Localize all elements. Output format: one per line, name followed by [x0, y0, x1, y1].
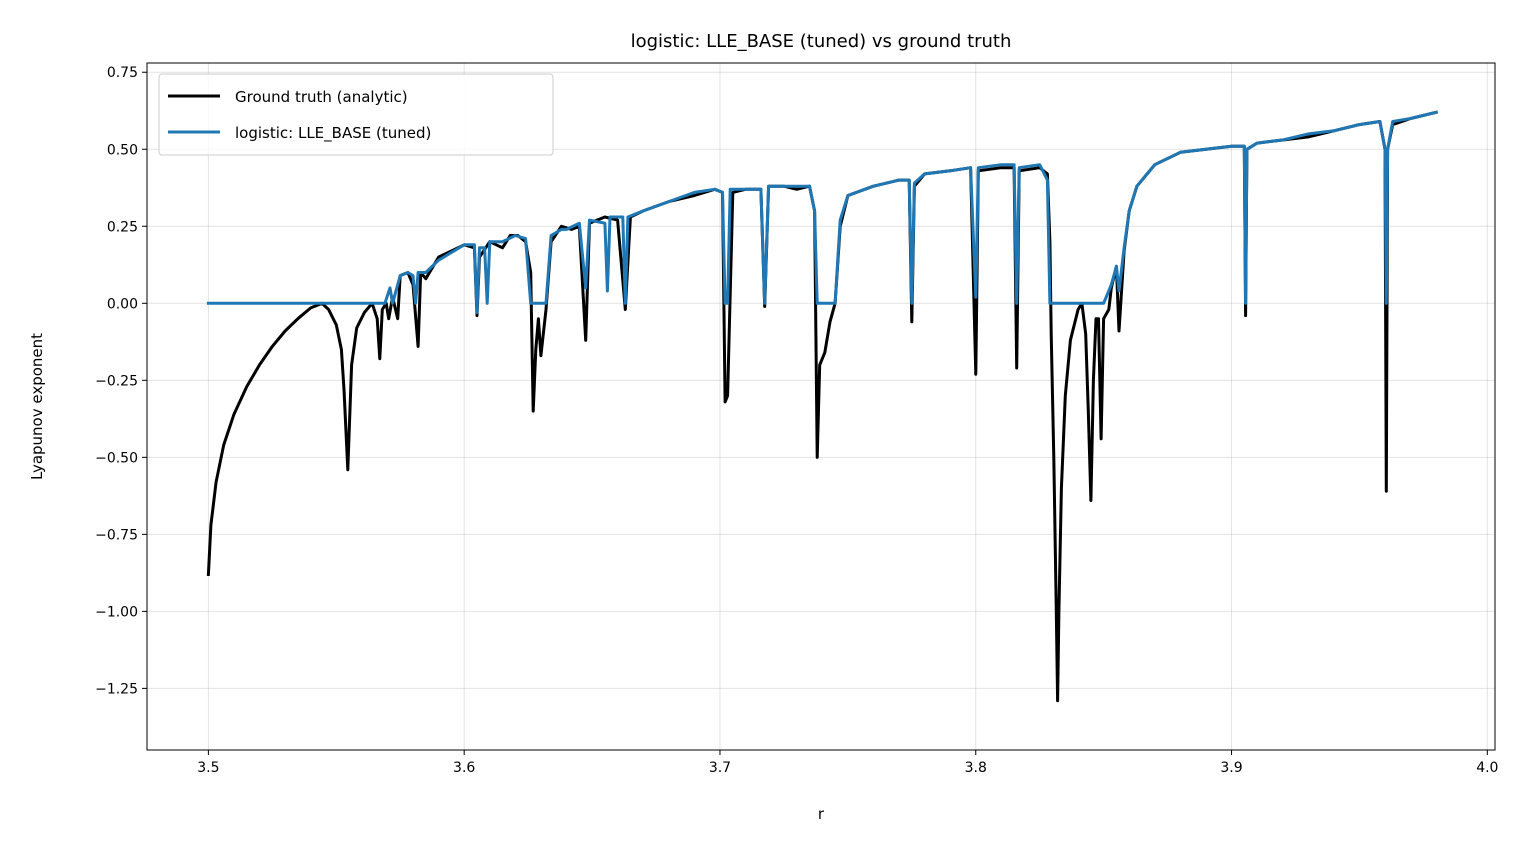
plot-frame: [146, 62, 1496, 751]
legend-box: [158, 73, 554, 156]
y-tick-label: 0.00: [107, 296, 138, 312]
series-layer: [206, 110, 1439, 703]
y-tick-label: −0.50: [95, 450, 138, 466]
legend-label-ground-truth: Ground truth (analytic): [235, 88, 408, 106]
y-tick-label: −1.00: [95, 604, 138, 620]
x-axis: 3.5 3.6 3.7 3.8 3.9 4.0: [197, 750, 1498, 776]
legend: Ground truth (analytic) logistic: LLE_BA…: [158, 73, 554, 156]
x-axis-label: r: [818, 805, 825, 823]
x-tick-label: 3.6: [453, 760, 475, 776]
chart-title: logistic: LLE_BASE (tuned) vs ground tru…: [631, 31, 1012, 52]
x-tick-label: 3.9: [1220, 760, 1242, 776]
y-tick-label: 0.25: [107, 219, 138, 235]
x-tick-label: 3.7: [709, 760, 731, 776]
series-line-lle-base: [206, 110, 1439, 314]
y-axis: 0.75 0.50 0.25 0.00 −0.25 −0.50 −0.75 −1.00 −1.2…: [95, 65, 147, 697]
y-tick-label: −1.25: [95, 681, 138, 697]
y-tick-label: 0.50: [107, 142, 138, 158]
y-tick-label: 0.75: [107, 65, 138, 81]
x-tick-label: 3.8: [965, 760, 987, 776]
x-tick-label: 3.5: [197, 760, 219, 776]
y-axis-label: Lyapunov exponent: [28, 333, 46, 480]
y-tick-label: −0.75: [95, 527, 138, 543]
x-tick-label: 4.0: [1476, 760, 1498, 776]
y-tick-label: −0.25: [95, 373, 138, 389]
legend-label-lle-base: logistic: LLE_BASE (tuned): [235, 124, 431, 143]
